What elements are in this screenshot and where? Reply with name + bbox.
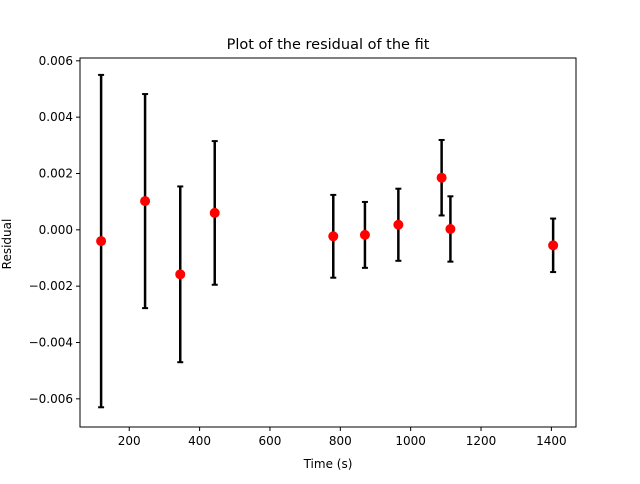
y-tick-label: 0.002 [39,166,73,180]
x-tick-label: 1400 [536,434,567,448]
data-point [359,229,370,240]
data-point [140,196,151,207]
y-tick-label: −0.006 [29,392,73,406]
y-tick-label: −0.002 [29,279,73,293]
x-tick-label: 1200 [466,434,497,448]
y-tick-label: 0.000 [39,223,73,237]
x-tick-label: 800 [329,434,352,448]
x-tick-label: 400 [188,434,211,448]
data-point [393,219,404,230]
x-axis-label: Time (s) [303,457,353,471]
axes: 200 400 600 800 1000 1200 1400 −0.006 −0.004 −0.0… [29,54,567,448]
x-tick-label: 1000 [395,434,426,448]
chart-title: Plot of the residual of the fit [227,37,430,53]
data-point [209,207,220,218]
plot-frame [79,57,577,428]
data-point [96,236,107,247]
y-axis-label: Residual [0,219,14,270]
data-point [328,231,339,242]
data-point [175,269,186,280]
x-tick-label: 200 [118,434,141,448]
data-point [548,240,559,251]
data-point [445,223,456,234]
y-tick-label: −0.004 [29,335,73,349]
data-marks [96,73,559,409]
y-tick-label: 0.004 [39,110,73,124]
data-point [436,172,447,183]
y-tick-label: 0.006 [39,54,73,68]
x-tick-label: 600 [259,434,282,448]
